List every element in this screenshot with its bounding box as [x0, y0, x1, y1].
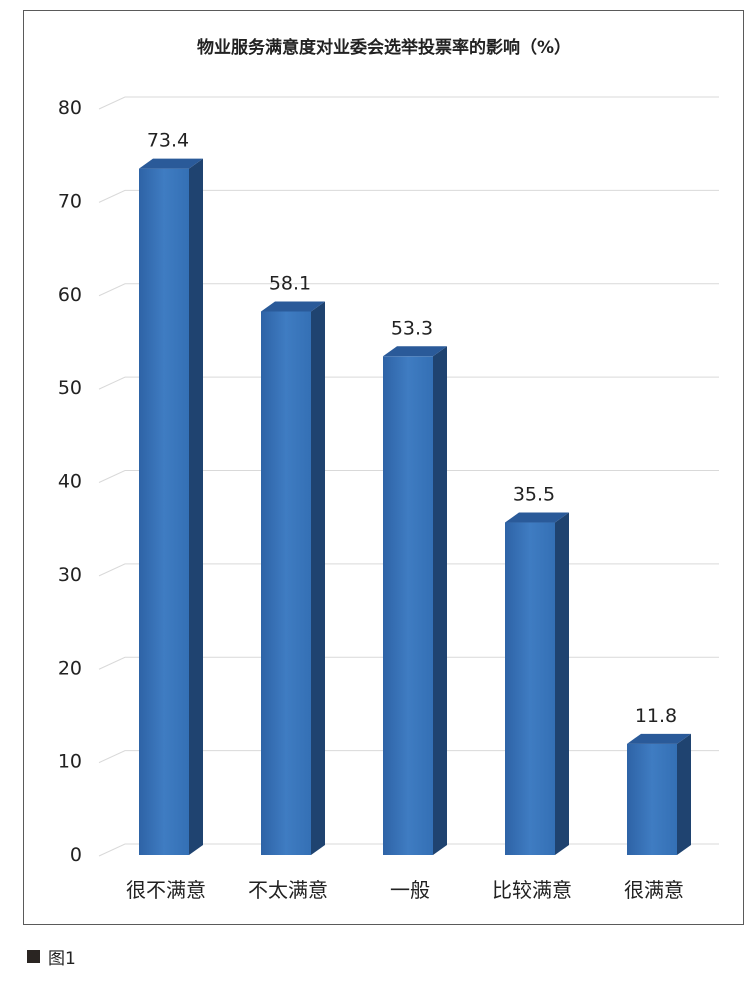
bar — [505, 512, 569, 855]
bar-front — [261, 311, 311, 856]
y-tick-label: 40 — [58, 471, 82, 493]
bar-top — [139, 158, 203, 169]
y-tick-label: 80 — [58, 97, 82, 119]
figure-caption: 图1 — [27, 944, 76, 969]
bar-value-label: 53.3 — [391, 317, 433, 339]
y-tick-label: 10 — [58, 751, 82, 773]
bar-top — [627, 733, 691, 744]
gridline — [98, 189, 719, 203]
gridline — [98, 470, 719, 483]
bar — [139, 158, 203, 855]
bar-front — [505, 522, 555, 855]
y-tick-label: 20 — [58, 657, 82, 679]
bar-side — [189, 158, 203, 855]
bar — [383, 346, 447, 855]
bar-side — [311, 301, 325, 856]
caption-square-icon — [27, 950, 40, 963]
bar-value-label: 11.8 — [635, 705, 677, 727]
chart-frame: 物业服务满意度对业委会选举投票率的影响（%） 0 10 20 30 40 50 60 70 80… — [23, 10, 744, 925]
y-tick-label: 0 — [70, 844, 82, 866]
gridline — [98, 283, 719, 297]
bar — [261, 301, 325, 856]
grid-layer — [98, 96, 719, 857]
category-labels: 很不满意 不太满意 一般 比较满意 很满意 — [126, 878, 684, 902]
y-axis: 0 10 20 30 40 50 60 70 80 — [58, 97, 82, 866]
bar-value-label: 35.5 — [513, 484, 555, 506]
bar-front — [383, 356, 433, 855]
y-tick-label: 60 — [58, 284, 82, 306]
gridline — [98, 376, 719, 390]
y-tick-label: 70 — [58, 190, 82, 212]
x-tick-label: 一般 — [390, 878, 430, 902]
bars-layer: 73.4 58.1 53.3 35.5 11.8 — [139, 130, 691, 856]
bar-value-label: 73.4 — [147, 130, 189, 152]
bar-side — [677, 733, 691, 855]
x-tick-label: 不太满意 — [248, 878, 328, 902]
bar-front — [139, 168, 189, 855]
chart-title: 物业服务满意度对业委会选举投票率的影响（%） — [197, 37, 571, 58]
bar-side — [555, 512, 569, 855]
bar — [627, 733, 691, 855]
bar-chart: 物业服务满意度对业委会选举投票率的影响（%） 0 10 20 30 40 50 60 70 80… — [58, 37, 719, 902]
bar-top — [383, 346, 447, 357]
y-tick-label: 30 — [58, 564, 82, 586]
bar-front — [627, 743, 677, 855]
x-tick-label: 很不满意 — [126, 878, 206, 902]
bar-top — [505, 512, 569, 523]
gridline — [98, 96, 719, 110]
y-tick-label: 50 — [58, 377, 82, 399]
bar-value-label: 58.1 — [269, 272, 311, 294]
bar-top — [261, 301, 325, 312]
bar-side — [433, 346, 447, 855]
x-tick-label: 比较满意 — [492, 878, 572, 902]
x-tick-label: 很满意 — [624, 878, 684, 902]
caption-label: 图1 — [48, 949, 76, 969]
